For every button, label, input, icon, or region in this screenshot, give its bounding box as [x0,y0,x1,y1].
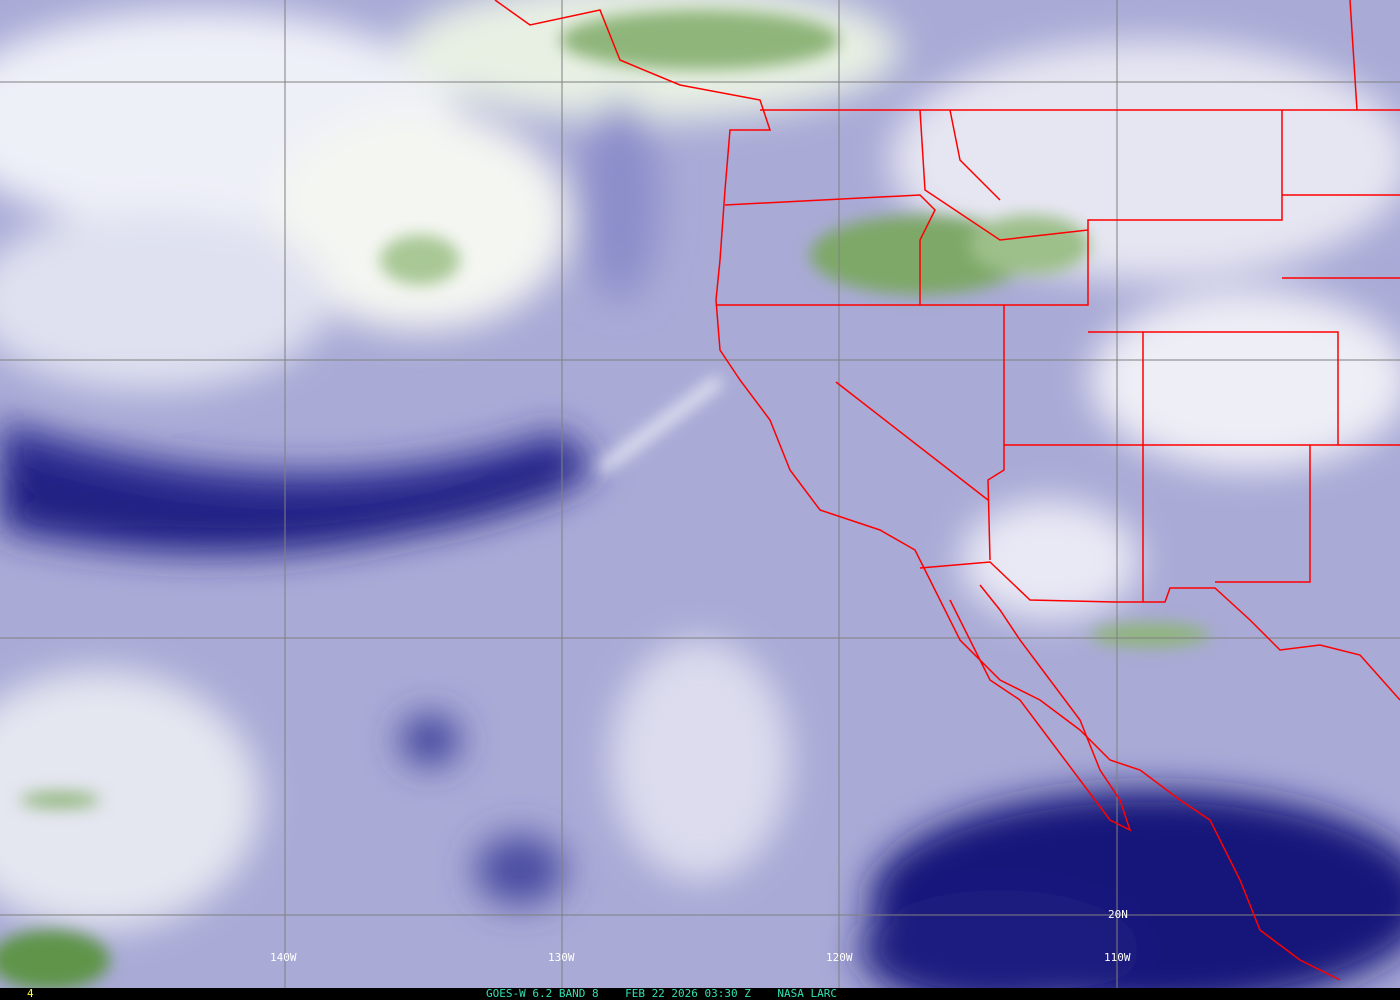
frame-number: 4 [27,987,34,1000]
image-caption: GOES-W 6.2 BAND 8 FEB 22 2026 03:30 Z NA… [486,987,837,1000]
us-mexico-border [919,561,1400,701]
high-cloud-areas [0,10,1210,988]
political-boundaries [494,0,1400,981]
coastline [494,0,1341,981]
caption-bar: 4 GOES-W 6.2 BAND 8 FEB 22 2026 03:30 Z … [0,988,1400,1000]
lat-label-20n: 20N [1108,908,1128,921]
lon-label-120w: 120W [826,951,853,964]
lon-label-140w: 140W [270,951,297,964]
baja-peninsula [949,584,1132,832]
state-lines [716,0,1400,602]
lon-label-130w: 130W [548,951,575,964]
lon-label-110w: 110W [1104,951,1131,964]
